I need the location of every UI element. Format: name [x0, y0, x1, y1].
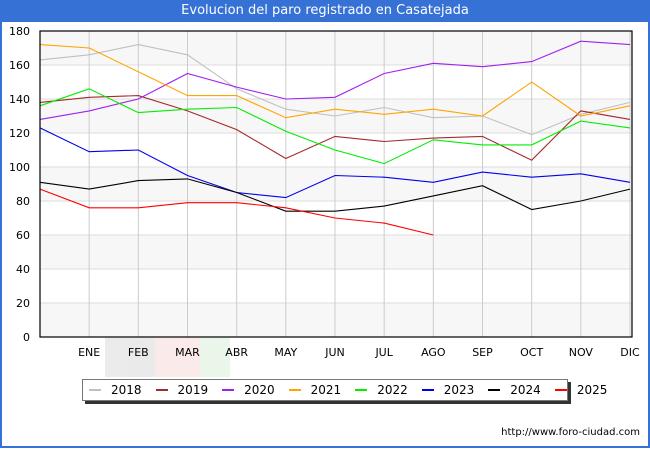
x-tick-label: MAY [274, 346, 297, 359]
plot-border [39, 30, 633, 338]
legend-item-2025: 2025 [554, 383, 608, 397]
x-tick-label: ABR [225, 346, 248, 359]
watermark-flag [105, 337, 230, 377]
y-tick-label: 100 [9, 161, 30, 174]
grid-band [40, 303, 632, 337]
watermark-band-red [155, 337, 200, 377]
legend-item-2022: 2022 [355, 383, 408, 397]
x-tick-label: SEP [472, 346, 493, 359]
legend-swatch [155, 389, 168, 391]
watermark-band-black [105, 337, 155, 377]
x-tick-label: JUL [374, 346, 393, 359]
x-tick-label: AGO [421, 346, 446, 359]
legend-label: 2021 [310, 383, 342, 397]
grid-band [40, 31, 632, 65]
legend-swatch [421, 389, 434, 391]
legend-item-2021: 2021 [288, 383, 342, 397]
y-tick-label: 180 [9, 25, 30, 38]
x-tick-label: DIC [620, 346, 640, 359]
axes [39, 30, 633, 338]
y-tick-label: 60 [16, 229, 30, 242]
y-tick-label: 140 [9, 93, 30, 106]
legend-label: 2024 [510, 383, 541, 397]
legend: 2018 2019 2020 2021 2022 2023 2024 2025 [82, 379, 607, 401]
legend-label: 2022 [377, 383, 408, 397]
y-tick-label: 160 [9, 59, 30, 72]
chart-title: Evolucion del paro registrado en Casatej… [0, 0, 650, 22]
y-tick-label: 80 [16, 195, 30, 208]
series-lines [39, 40, 631, 236]
x-tick-label: MAR [175, 346, 200, 359]
y-tick-label: 120 [9, 127, 30, 140]
legend-label: 2018 [111, 383, 142, 397]
legend-swatch [355, 389, 368, 391]
legend-swatch [554, 389, 567, 391]
legend-item-2023: 2023 [421, 383, 475, 397]
grid-band [40, 65, 632, 99]
x-tick-label: FEB [128, 346, 149, 359]
background-bands [40, 31, 632, 337]
legend-swatch [488, 389, 501, 391]
legend-label: 2023 [443, 383, 475, 397]
legend-item-2019: 2019 [155, 383, 209, 397]
x-tick-label: NOV [569, 346, 594, 359]
legend-swatch [288, 389, 301, 391]
y-tick-label: 0 [23, 331, 30, 344]
legend-item-2018: 2018 [89, 383, 142, 397]
legend-label: 2025 [576, 383, 608, 397]
legend-item-2024: 2024 [488, 383, 541, 397]
legend-label: 2019 [177, 383, 209, 397]
x-axis-ticks: ENE FEB MAR ABR MAY JUN JUL AGO SEP OCT NOV DIC [78, 346, 640, 359]
y-tick-label: 20 [16, 297, 30, 310]
y-tick-label: 40 [16, 263, 30, 276]
x-tick-label: OCT [520, 346, 543, 359]
source-url: http://www.foro-ciudad.com [501, 427, 640, 438]
y-axis-ticks: 0 20 40 60 80 100 120 140 160 180 [9, 25, 30, 344]
legend-swatch [89, 389, 101, 391]
watermark-band-green [200, 337, 230, 377]
grid-band [40, 167, 632, 201]
x-tick-label: JUN [324, 346, 345, 359]
grid-band [40, 269, 632, 303]
series-line-2025 [39, 188, 434, 236]
x-tick-label: ENE [78, 346, 100, 359]
legend-label: 2020 [244, 383, 275, 397]
grid-band [40, 235, 632, 269]
legend-item-2020: 2020 [222, 383, 275, 397]
legend-swatch [222, 389, 235, 391]
